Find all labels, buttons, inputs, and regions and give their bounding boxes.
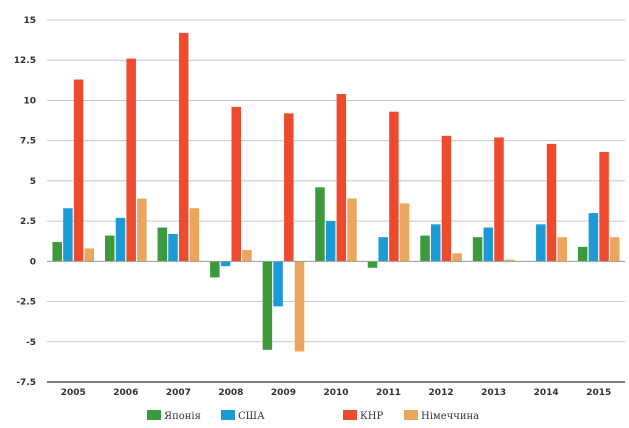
x-tick-label: 2012 — [429, 388, 454, 398]
y-tick-label: -5 — [26, 338, 36, 348]
bar — [63, 208, 73, 262]
x-tick-label: 2009 — [271, 388, 296, 398]
x-tick-label: 2007 — [166, 388, 191, 398]
bar — [367, 261, 378, 268]
legend-swatch — [221, 410, 235, 420]
bar — [483, 227, 494, 262]
bar — [452, 253, 462, 262]
bar — [157, 227, 168, 262]
bar — [336, 94, 347, 262]
bar — [168, 233, 178, 262]
bar — [294, 261, 305, 352]
x-tick-label: 2014 — [534, 388, 559, 398]
bar — [105, 235, 115, 262]
bar — [494, 137, 504, 262]
x-tick-label: 2013 — [481, 388, 506, 398]
bar — [430, 224, 441, 262]
y-tick-label: -2.5 — [16, 298, 36, 308]
bar — [399, 203, 410, 262]
bar — [126, 58, 136, 262]
legend-swatch — [147, 410, 161, 420]
bar — [441, 135, 452, 262]
bar — [577, 246, 588, 262]
x-tick-label: 2008 — [218, 388, 243, 398]
y-tick-label: 2.5 — [20, 217, 36, 227]
y-tick-label: 10 — [23, 96, 36, 106]
bar — [273, 261, 283, 307]
legend-label: Німеччина — [421, 411, 479, 422]
bar — [242, 250, 252, 262]
bar — [610, 237, 620, 262]
x-axis-ticks: 2005 2006 2007 2008 2009 2010 2011 2012 2013 2014… — [61, 388, 612, 398]
x-tick-label: 2015 — [586, 388, 611, 398]
bar — [220, 261, 231, 267]
bars — [52, 32, 620, 352]
bar — [52, 242, 62, 262]
bar — [115, 217, 126, 262]
y-tick-label: 0 — [30, 257, 36, 267]
x-tick-label: 2010 — [323, 388, 348, 398]
bar — [210, 261, 220, 278]
bar — [347, 198, 357, 262]
bar — [378, 237, 388, 262]
bar — [504, 259, 515, 262]
bar — [315, 187, 325, 262]
y-tick-label: 7.5 — [20, 137, 36, 147]
bar — [420, 235, 430, 262]
bar — [546, 143, 557, 262]
legend: Японія США КНР Німеччина — [147, 410, 479, 422]
y-tick-label: 5 — [30, 177, 36, 187]
bar — [73, 79, 84, 262]
bar — [536, 224, 546, 262]
axes — [47, 260, 625, 383]
bar — [84, 248, 95, 262]
legend-swatch — [404, 410, 418, 420]
legend-label: Японія — [164, 411, 201, 422]
legend-swatch — [343, 410, 357, 420]
bar — [137, 198, 147, 262]
y-tick-label: -7.5 — [16, 378, 36, 388]
bar — [557, 237, 567, 262]
bar — [231, 106, 242, 262]
x-tick-label: 2005 — [61, 388, 86, 398]
bar — [284, 113, 294, 262]
bar — [472, 237, 483, 262]
bar — [262, 261, 273, 350]
legend-label: США — [238, 411, 265, 422]
y-tick-label: 12.5 — [14, 56, 36, 66]
y-tick-label: 15 — [23, 16, 36, 26]
bar — [588, 213, 599, 262]
bar — [325, 221, 336, 262]
bar — [389, 111, 399, 262]
y-axis-ticks: -7.5 -5 -2.5 0 2.5 5 7.5 10 12.5 15 — [14, 16, 36, 388]
bar — [189, 208, 200, 262]
bar — [178, 32, 189, 262]
x-tick-label: 2006 — [113, 388, 138, 398]
legend-label: КНР — [360, 411, 383, 422]
x-tick-label: 2011 — [376, 388, 401, 398]
bar — [599, 151, 609, 262]
